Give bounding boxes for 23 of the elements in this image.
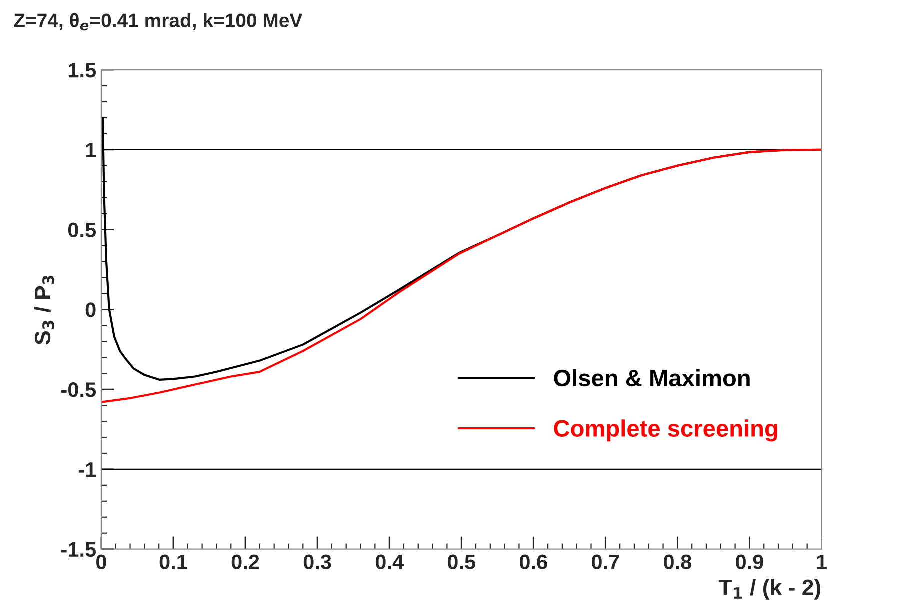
x-tick-label: 0.9 [736,554,764,570]
x-tick-label: 0.1 [160,554,188,570]
y-tick-label: -1.5 [62,542,96,558]
y-tick-label: -0.5 [62,382,96,398]
x-tick-label: 1 [817,554,827,570]
x-tick-label: 0.3 [304,554,332,570]
y-tick-label: 0 [86,302,96,318]
x-tick-label: 0.7 [592,554,620,570]
y-axis-title: S$_{3}$ / P$_{3}$ [34,276,54,345]
x-tick-label: 0 [96,554,106,570]
x-tick-label: 0.8 [664,554,692,570]
y-tick-label: -1 [78,462,96,477]
x-tick-label: 0.5 [448,554,476,570]
x-tick-label: 0.6 [520,554,548,570]
chart-title: Z=74, θ$_{e}$=0.41 mrad, k=100 MeV [14,13,303,31]
y-tick-label: 1 [86,143,96,158]
legend-label: Complete screening [554,420,778,442]
x-axis-title: T$_{1}$ / (k - 2) [718,579,821,600]
y-tick-label: 0.5 [68,222,96,238]
x-tick-label: 0.4 [376,554,404,570]
y-tick-label: 1.5 [68,63,96,78]
x-tick-label: 0.2 [232,554,260,570]
legend-label: Olsen & Maximon [554,369,750,387]
